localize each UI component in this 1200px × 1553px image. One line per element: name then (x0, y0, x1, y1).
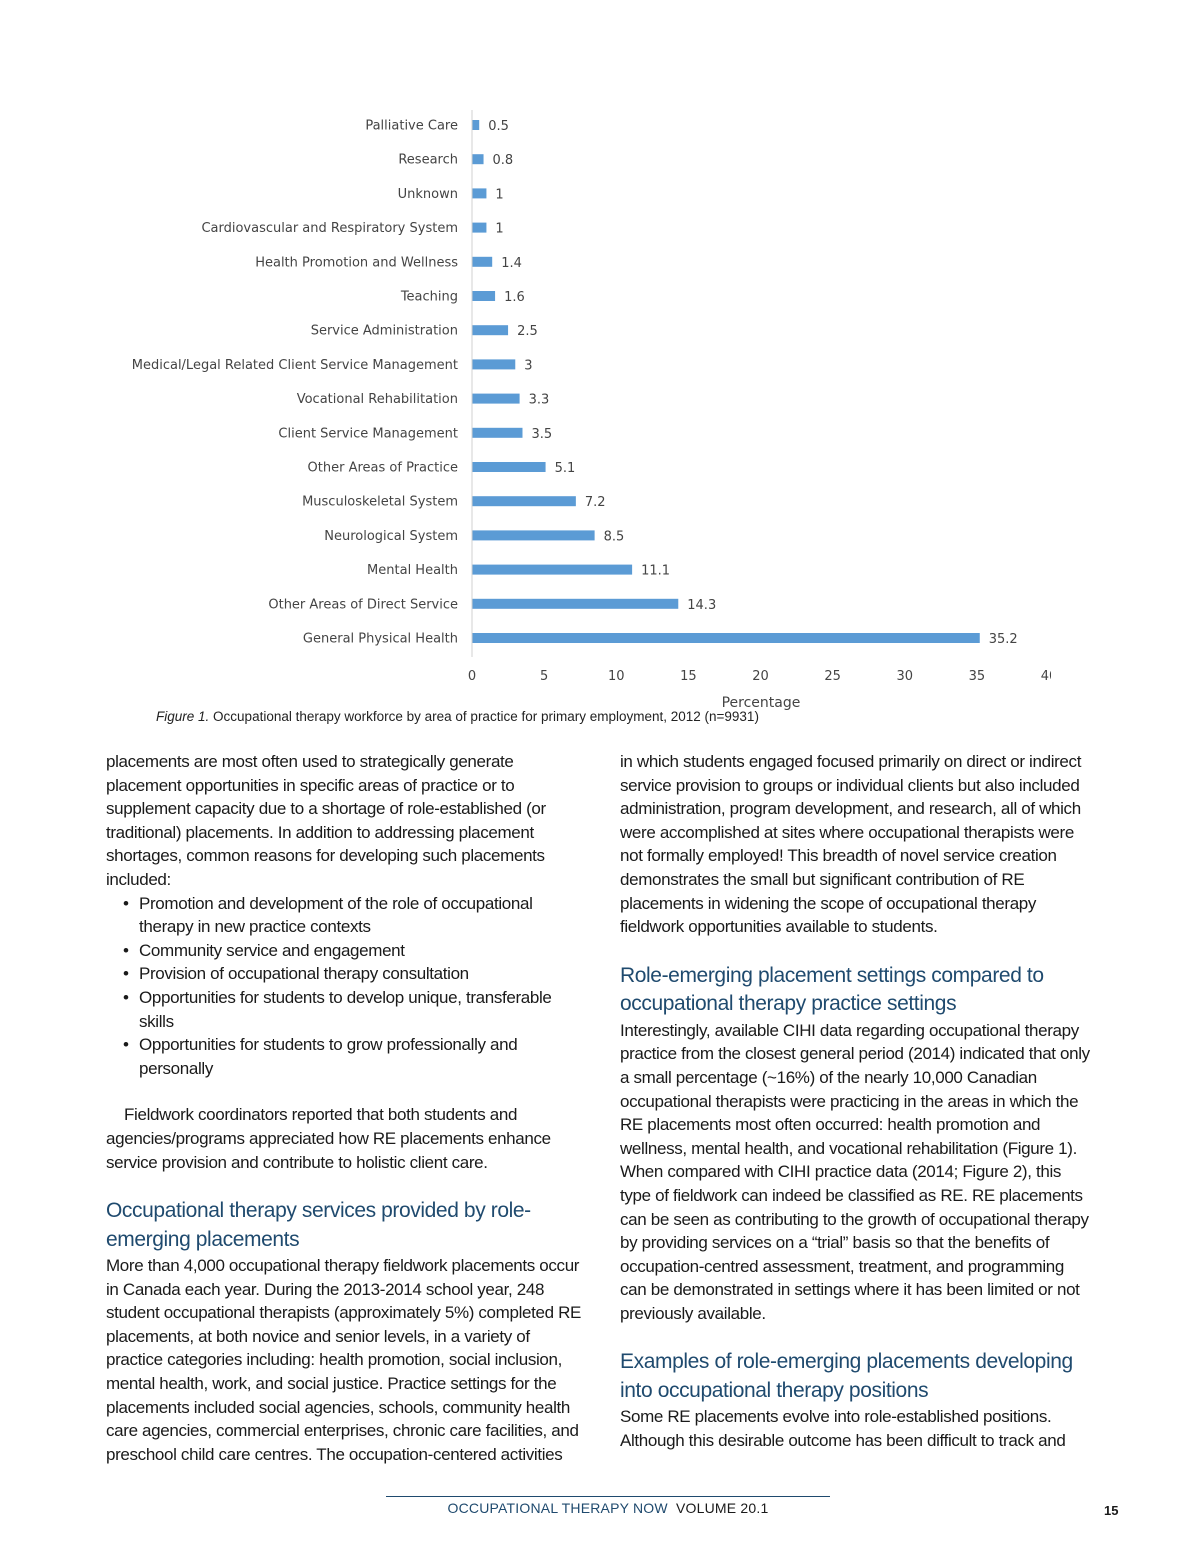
reasons-list: Promotion and development of the role of… (106, 892, 584, 1081)
data-label: 14.3 (687, 598, 716, 613)
list-item: Opportunities for students to develop un… (123, 986, 584, 1033)
category-label: Musculoskeletal System (302, 495, 458, 510)
category-label: Cardiovascular and Respiratory System (201, 221, 458, 236)
category-label: Other Areas of Direct Service (268, 597, 458, 612)
data-label: 7.2 (585, 495, 606, 510)
examples-paragraph: Some RE placements evolve into role-esta… (620, 1407, 1066, 1451)
intro-paragraph: placements are most often used to strate… (106, 752, 546, 889)
category-label: Neurological System (324, 529, 458, 544)
list-item: Opportunities for students to grow profe… (123, 1033, 584, 1080)
x-tick-label: 5 (540, 669, 548, 684)
footer-journal: OCCUPATIONAL THERAPY NOW VOLUME 20.1 (386, 1500, 830, 1516)
category-label: Vocational Rehabilitation (297, 392, 458, 407)
bar (472, 633, 980, 643)
footer-rule (386, 1496, 830, 1497)
category-label: Other Areas of Practice (308, 461, 458, 476)
bar (472, 496, 576, 507)
bar (472, 462, 546, 472)
bar (472, 530, 595, 541)
page-number: 15 (1104, 1503, 1119, 1518)
x-tick-label: 20 (752, 669, 769, 684)
x-tick-label: 35 (969, 669, 986, 684)
data-label: 1 (495, 187, 503, 202)
bar (472, 598, 679, 609)
bar (472, 359, 516, 370)
data-label: 3 (524, 358, 532, 373)
category-label: Service Administration (311, 324, 458, 339)
section-heading-examples: Examples of role-emerging placements dev… (620, 1350, 1073, 1402)
category-label: Teaching (400, 290, 458, 305)
x-axis-title: Percentage (722, 695, 801, 711)
bar (472, 120, 480, 130)
bar (472, 154, 484, 165)
x-ticks-group: 0 5 10 15 20 25 30 35 40 (468, 669, 1058, 684)
x-tick-label: 15 (680, 669, 697, 684)
data-label: 1.4 (501, 256, 522, 271)
x-tick-label: 40 (1041, 669, 1058, 684)
bar (472, 256, 493, 267)
x-tick-label: 30 (896, 669, 913, 684)
bar (472, 188, 487, 199)
data-label: 0.5 (488, 119, 509, 134)
category-label: Research (398, 153, 458, 168)
section-heading-settings: Role-emerging placement settings compare… (620, 963, 1044, 1016)
coordinators-paragraph: Fieldwork coordinators reported that bot… (106, 1105, 551, 1172)
data-label: 11.1 (641, 564, 670, 579)
data-label: 3.5 (531, 427, 552, 442)
category-label: Palliative Care (365, 119, 458, 134)
bar-chart: Palliative Care 0.5 Research 0.8 Unknown 1 Car… (132, 110, 1058, 711)
category-label: Medical/Legal Related Client Service Man… (132, 358, 458, 373)
data-label: 5.1 (555, 461, 576, 476)
list-item: Promotion and development of the role of… (123, 892, 584, 939)
settings-paragraph: Interestingly, available CIHI data regar… (620, 1020, 1090, 1323)
x-tick-label: 0 (468, 669, 476, 684)
data-label: 3.3 (529, 393, 550, 408)
figure-label: Figure 1. (156, 709, 210, 724)
journal-name: OCCUPATIONAL THERAPY NOW (447, 1500, 668, 1516)
category-label: Client Service Management (278, 426, 458, 441)
category-label: General Physical Health (303, 632, 458, 647)
data-label: 35.2 (989, 632, 1018, 647)
list-item: Provision of occupational therapy consul… (123, 962, 584, 986)
right-column: in which students engaged focused primar… (620, 750, 1090, 1453)
figure-caption: Figure 1. Occupational therapy workforce… (156, 709, 759, 724)
data-label: 0.8 (493, 153, 514, 168)
left-column: placements are most often used to strate… (106, 750, 584, 1466)
data-label: 8.5 (604, 529, 625, 544)
list-item: Community service and engagement (123, 939, 584, 963)
bar (472, 393, 520, 404)
category-label: Health Promotion and Wellness (255, 255, 458, 270)
x-tick-label: 10 (608, 669, 625, 684)
journal-volume: VOLUME 20.1 (676, 1500, 769, 1516)
bar (472, 291, 496, 301)
figure-caption-text: Occupational therapy workforce by area o… (213, 709, 759, 724)
activities-paragraph: in which students engaged focused primar… (620, 752, 1082, 937)
bar (472, 564, 633, 575)
bar (472, 427, 523, 438)
data-label: 1 (495, 222, 503, 237)
bars-group: Palliative Care 0.5 Research 0.8 Unknown 1 Car… (132, 119, 1018, 648)
data-label: 1.6 (504, 290, 525, 305)
services-paragraph: More than 4,000 occupational therapy fie… (106, 1256, 581, 1464)
category-label: Unknown (398, 187, 458, 202)
data-label: 2.5 (517, 324, 538, 339)
category-label: Mental Health (367, 563, 458, 578)
bar (472, 325, 509, 336)
bar (472, 222, 487, 233)
section-heading-services: Occupational therapy services provided b… (106, 1199, 531, 1251)
x-tick-label: 25 (824, 669, 841, 684)
